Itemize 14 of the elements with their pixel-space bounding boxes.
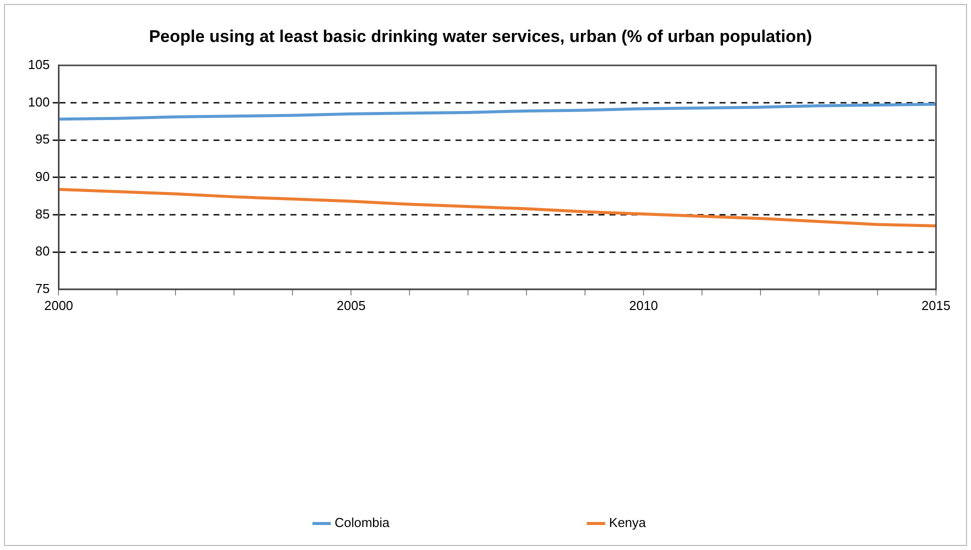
- x-tick-label: 2010: [629, 298, 658, 313]
- x-tick-label: 2000: [44, 298, 74, 313]
- y-tick-label: 85: [35, 206, 50, 222]
- x-tick-label: 2015: [922, 298, 950, 313]
- x-tick-label: 2005: [336, 298, 366, 313]
- y-tick-label: 75: [35, 280, 50, 296]
- y-tick-label: 100: [28, 94, 50, 110]
- legend-label: Kenya: [609, 515, 647, 530]
- y-tick-label: 80: [35, 244, 50, 259]
- y-tick-label: 90: [35, 168, 50, 184]
- y-tick-label: 105: [28, 56, 50, 72]
- y-tick-label: 95: [35, 132, 50, 147]
- chart-title: People using at least basic drinking water services, urban (% of urban population): [148, 26, 812, 46]
- legend-label: Colombia: [334, 515, 390, 530]
